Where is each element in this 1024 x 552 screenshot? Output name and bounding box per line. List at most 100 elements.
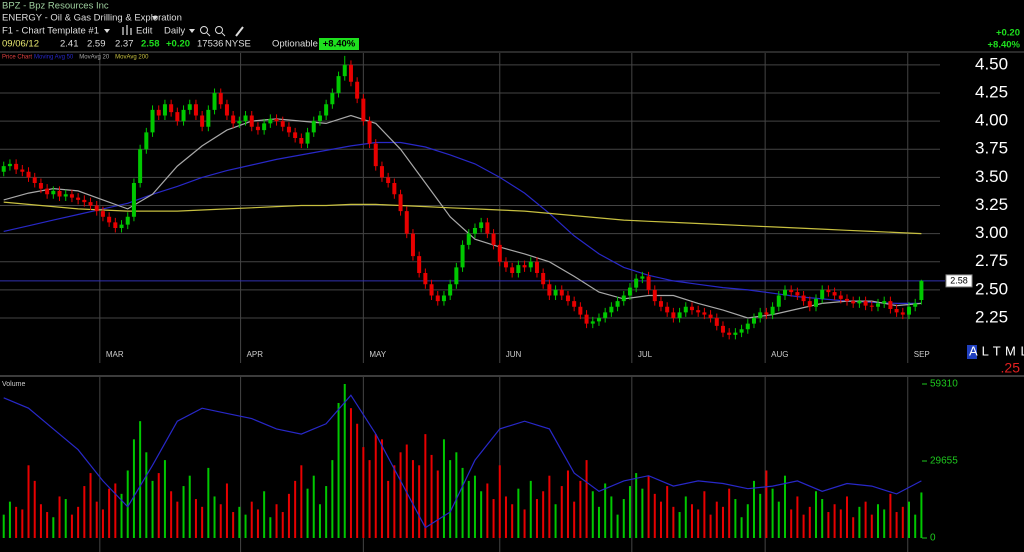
volume-bar [362,447,365,538]
candle-body [720,325,725,333]
candle-body [658,301,663,307]
candle-body [20,169,25,172]
volume-bar [436,470,439,538]
volume-bar [250,501,253,538]
volume-bar [449,460,452,538]
month-label: SEP [914,350,930,359]
volume-bar [207,467,210,538]
volume-bar [15,506,18,538]
candle-body [361,98,366,122]
candle-body [609,306,614,313]
month-label: JUN [506,350,522,359]
volume-bar [709,514,712,538]
candle-body [652,289,657,302]
volume-bar [232,512,235,538]
candle-body [32,177,37,183]
candle-body [479,222,484,228]
volume-bar [461,467,464,538]
candle-body [429,284,434,296]
candle-body [280,121,285,127]
dropdown-arrow[interactable] [152,16,158,20]
volume-bar [89,473,92,538]
volume-bar [721,506,724,538]
candle-body [491,233,496,245]
volume-bar [275,504,278,538]
bars-icon[interactable] [122,25,132,35]
candle-body [7,163,12,167]
candle-body [572,301,577,307]
candle-body [528,261,533,268]
volume-bar [796,496,799,538]
volume-bar [21,509,24,538]
volume-bar [442,439,445,538]
candle-body [553,289,558,296]
volume-bar [306,488,309,538]
candle-body [268,118,273,124]
candle-body [193,104,198,116]
dropdown-arrow[interactable] [104,29,110,33]
alert-badge[interactable] [967,345,977,359]
volume-bar [269,517,272,538]
volume-bar [349,408,352,538]
volume-bar [616,514,619,538]
candle-body [417,256,422,273]
volume-bar [2,514,5,538]
symbol[interactable]: BPZ - Bpz Resources Inc [2,1,109,12]
month-label: MAR [106,350,124,359]
period-select[interactable]: Daily [164,26,185,37]
month-label: JUL [638,350,653,359]
volume-bar [399,452,402,538]
candle-body [231,115,236,124]
increment: .25 [1001,360,1021,376]
volume-title: Volume [2,381,25,388]
volume-bar [790,509,793,538]
volume-bar [542,491,545,538]
last-price-box [945,274,973,288]
candle-body [26,171,31,178]
candle-body [906,306,911,315]
volume-bar [827,512,830,538]
price-tick-label: 3.25 [975,195,1008,214]
price-tick-label: 3.00 [975,223,1008,242]
zoom-in[interactable] [200,26,211,37]
edit-button[interactable]: Edit [136,26,153,37]
dropdown-arrow[interactable] [189,29,195,33]
price-tick-label: 3.50 [975,167,1008,186]
volume-bar [387,480,390,538]
volume-bar [777,501,780,538]
candle-body [175,112,180,122]
volume-bar [8,501,11,538]
candle-body [206,109,211,127]
volume-bar [548,475,551,538]
volume-bar [715,501,718,538]
candle-body [844,298,849,302]
volume-bar [883,509,886,538]
zoom-out[interactable] [215,26,226,37]
candle-body [94,205,99,212]
volume-bar [77,506,80,538]
volume-bar [802,514,805,538]
alert-flags[interactable]: A L T M L [969,343,1024,358]
candle-body [317,115,322,122]
candle-body [14,163,19,170]
candle-body [162,104,167,116]
candle-body [634,278,639,288]
candle-body [373,143,378,167]
candle-body [466,233,471,245]
candle-body [187,104,192,110]
candle-body [69,194,74,198]
legend-entry: MovAvg 200 [115,55,149,61]
volume-bar [523,509,526,538]
candle-body [448,284,453,296]
volume-bar [690,504,693,538]
volume-bar [703,491,706,538]
volume-bar [852,517,855,538]
volume-bar [672,506,675,538]
candle-body [274,118,279,122]
candle-body [138,149,143,183]
quote-volume: 17536 [197,39,223,50]
volume-bar [579,480,582,538]
volume-bar [585,460,588,538]
draw-tool[interactable] [235,26,244,37]
template[interactable]: F1 - Chart Template #1 [2,26,99,37]
